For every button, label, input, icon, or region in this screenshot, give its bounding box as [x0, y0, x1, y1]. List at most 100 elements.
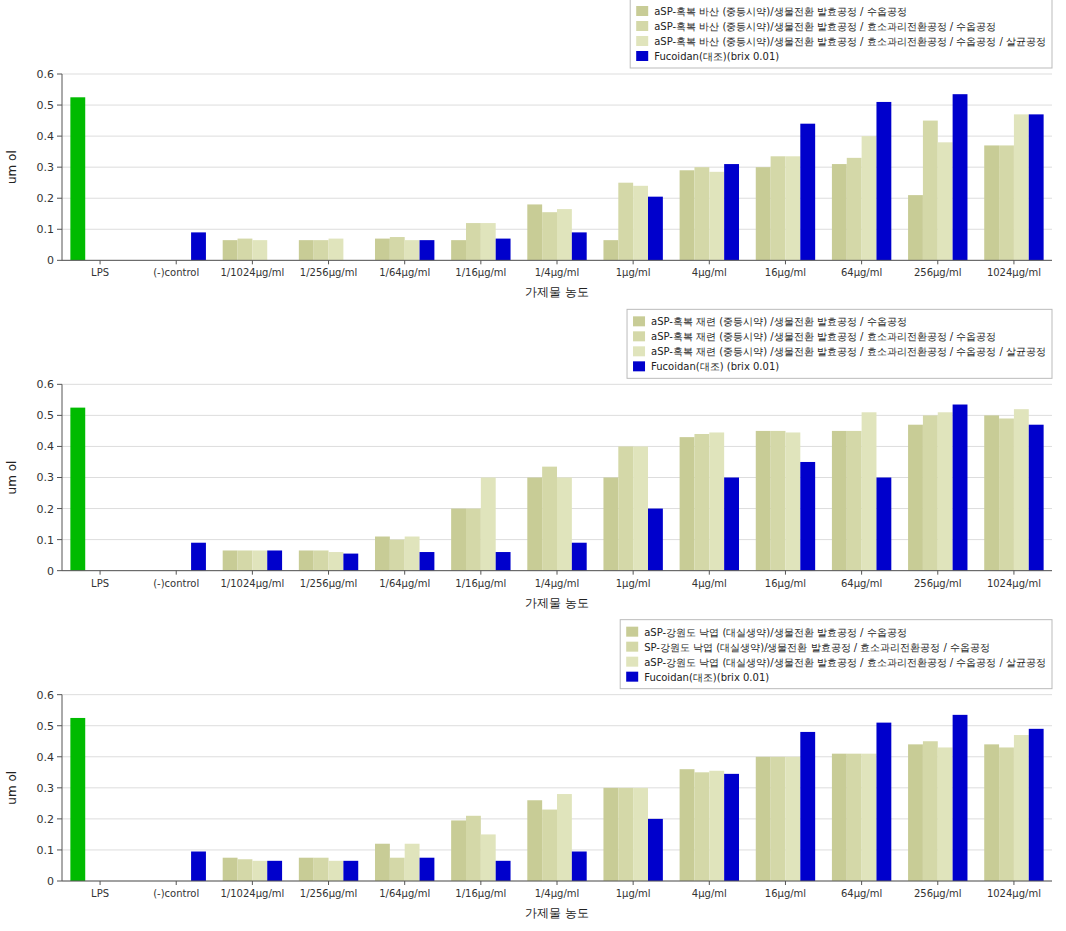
legend-swatch [636, 51, 648, 61]
grid-line [62, 787, 1052, 788]
x-tick [633, 260, 634, 264]
legend-label: aSP-강원도 낙엽 (대실생약)/생물전환 발효공정 / 효소과리전환공정 /… [644, 657, 1046, 668]
x-tick [937, 571, 938, 575]
y-tick-label: 0.3 [37, 161, 55, 174]
bar [405, 240, 420, 260]
y-tick-label: 0.5 [37, 409, 55, 422]
legend: aSP-강원도 낙엽 (대실생약)/생물전환 발효공정 / 수옵공정SP-강원도… [620, 620, 1052, 689]
bar [1029, 114, 1044, 260]
bar [785, 156, 800, 260]
bar [314, 550, 329, 570]
x-tick [861, 881, 862, 885]
bar [847, 431, 862, 571]
x-tick [633, 881, 634, 885]
x-tick [328, 260, 329, 264]
bar [1029, 425, 1044, 571]
bar [694, 434, 709, 571]
x-tick [1013, 881, 1014, 885]
bar [191, 851, 206, 881]
bar [223, 240, 238, 260]
bar [923, 415, 938, 570]
bar [405, 844, 420, 881]
x-tick-label: 1024μg/ml [987, 888, 1041, 899]
bar [694, 167, 709, 260]
bar [527, 204, 542, 260]
bar [542, 810, 557, 881]
bar [953, 94, 968, 260]
bar [603, 788, 618, 881]
x-tick-label: 1μg/ml [616, 578, 651, 589]
y-axis-label: um ol [5, 461, 19, 495]
bar [299, 240, 314, 260]
y-tick [57, 136, 62, 137]
x-tick-label: 64μg/ml [841, 888, 882, 899]
bar [420, 552, 435, 571]
bar [299, 858, 314, 881]
y-tick [57, 694, 62, 695]
bar [70, 408, 85, 571]
legend-frame [630, 0, 1052, 68]
bar [496, 239, 511, 261]
bar [724, 478, 739, 571]
x-tick-label: 1μg/ml [616, 267, 651, 278]
bar [724, 164, 739, 260]
bar [390, 237, 405, 260]
x-tick-label: (-)control [153, 267, 199, 278]
bar [680, 437, 695, 571]
bar [876, 102, 891, 260]
bar [953, 405, 968, 571]
bar [481, 478, 496, 571]
bar [771, 757, 786, 881]
bar [618, 446, 633, 570]
bar [314, 240, 329, 260]
legend-swatch [633, 316, 645, 326]
bar [557, 209, 572, 260]
bar [238, 239, 253, 261]
bar [252, 240, 267, 260]
x-tick-label: 256μg/ml [914, 888, 962, 899]
x-tick [252, 571, 253, 575]
grid-line [62, 725, 1052, 726]
legend-label: aSP-혹복 바산 (중등시약)/생물전환 발효공정 / 효소과리전환공정 / … [654, 21, 996, 32]
bar [375, 844, 390, 881]
bar [191, 543, 206, 571]
x-axis-label: 가제물 농도 [525, 596, 589, 610]
x-tick-label: 1/256μg/ml [300, 578, 357, 589]
bar [542, 212, 557, 260]
bar [390, 858, 405, 881]
bar [938, 412, 953, 570]
x-tick-label: 1/16μg/ml [455, 267, 506, 278]
grid-line [62, 105, 1052, 106]
legend: aSP-혹복 바산 (중등시약)/생물전환 발효공정 / 수옵공정aSP-혹복 … [630, 0, 1052, 68]
y-axis-label: um ol [5, 150, 19, 184]
bar [908, 195, 923, 260]
x-tick-label: 256μg/ml [914, 578, 962, 589]
legend-swatch [633, 361, 645, 371]
x-tick [480, 571, 481, 575]
x-tick-label: LPS [91, 267, 109, 278]
bars [70, 405, 1043, 571]
bar [572, 543, 587, 571]
x-tick [328, 881, 329, 885]
bar [451, 240, 466, 260]
x-tick [176, 571, 177, 575]
y-tick [57, 105, 62, 106]
panel: 00.10.20.30.40.50.6LPS(-)control1/1024μg… [5, 0, 1052, 299]
panel: 00.10.20.30.40.50.6LPS(-)control1/1024μg… [5, 620, 1052, 920]
bar [800, 124, 815, 261]
x-tick [100, 881, 101, 885]
y-tick-label: 0 [47, 875, 54, 888]
y-axis [62, 74, 63, 260]
bar [785, 757, 800, 881]
legend-label: Fucoidan(대조)(brix 0.01) [654, 51, 779, 62]
legend-swatch [626, 657, 638, 667]
y-axis-label: um ol [5, 771, 19, 805]
bar [466, 816, 481, 881]
bar [771, 431, 786, 571]
bar [923, 741, 938, 881]
bar [267, 550, 282, 570]
bar [847, 754, 862, 881]
bar [343, 554, 358, 571]
grid-line [62, 694, 1052, 695]
legend-label: Fucoidan(대조)(brix 0.01) [644, 672, 769, 683]
